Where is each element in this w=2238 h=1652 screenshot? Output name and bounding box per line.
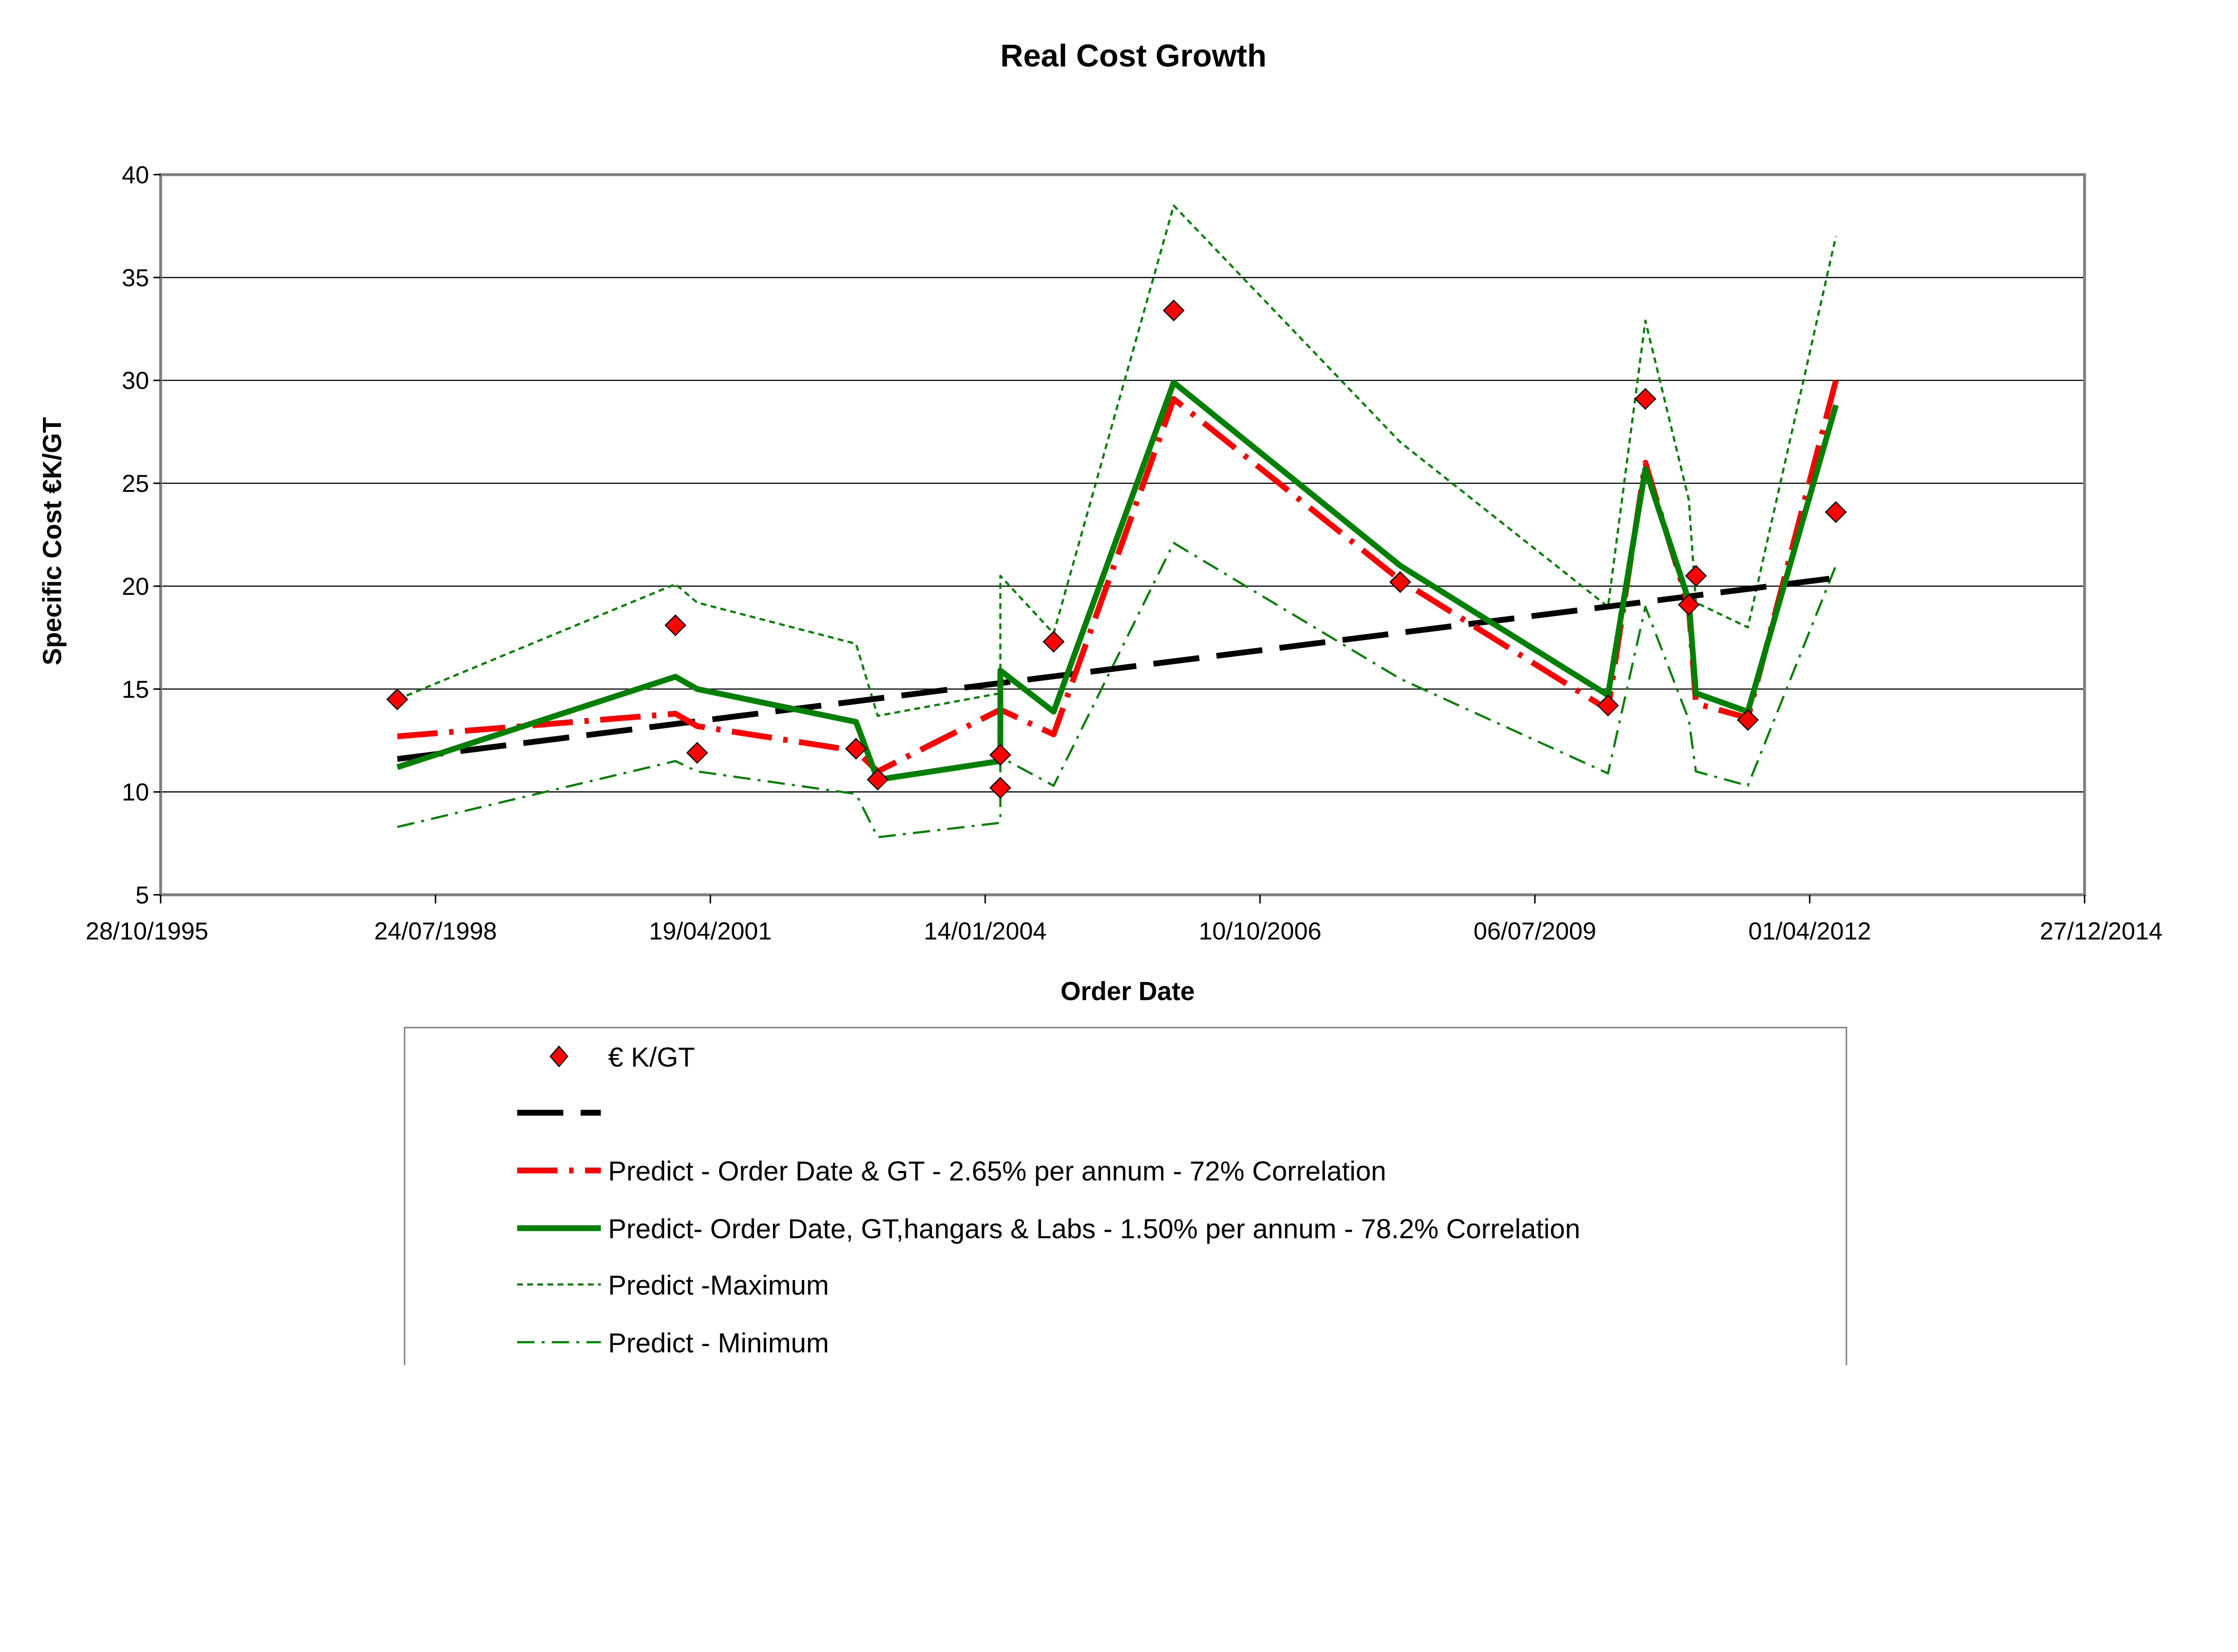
legend-marker-diamond xyxy=(549,1045,568,1067)
x-tick-label: 28/10/1995 xyxy=(85,917,208,945)
series-line-2 xyxy=(397,380,1839,774)
y-axis: 5 10 15 20 25 30 35 40 xyxy=(122,161,161,909)
x-tick-label: 10/10/2006 xyxy=(1199,917,1321,945)
y-tick-label: 20 xyxy=(122,572,149,600)
data-point-marker xyxy=(1389,571,1411,593)
legend-label-0: € K/GT xyxy=(608,1042,695,1072)
series-line-3 xyxy=(396,380,1839,783)
gridlines xyxy=(160,277,2085,793)
legend: € K/GT Predict - Order Date & GT - 2.65%… xyxy=(404,1027,1847,1366)
y-tick-label: 25 xyxy=(122,470,149,497)
data-point-marker xyxy=(1685,565,1707,587)
y-axis-label: Specific Cost €K/GT xyxy=(38,417,67,666)
x-tick-label: 06/07/2009 xyxy=(1473,917,1596,945)
y-tick-label: 10 xyxy=(122,778,149,806)
data-point-marker xyxy=(1825,501,1847,523)
plot-area xyxy=(159,173,2086,896)
y-tick-label: 15 xyxy=(122,675,149,703)
x-tick-label: 24/07/1998 xyxy=(374,917,497,945)
legend-label-4: Predict -Maximum xyxy=(608,1270,829,1300)
x-tick-label: 01/04/2012 xyxy=(1748,917,1871,945)
legend-box xyxy=(404,1027,1847,1366)
y-tick-label: 35 xyxy=(122,264,149,291)
data-point-marker xyxy=(867,768,889,791)
data-point-marker xyxy=(664,614,687,636)
y-tick-label: 40 xyxy=(122,161,149,189)
data-point-marker xyxy=(845,738,867,760)
chart-title: Real Cost Growth xyxy=(1000,38,1267,73)
chart: Real Cost Growth 5 10 15 20 25 30 35 40 28/10/1… xyxy=(38,38,2162,1366)
legend-label-3: Predict- Order Date, GT,hangars & Labs -… xyxy=(608,1214,1580,1244)
series-lines xyxy=(396,204,1839,838)
x-tick-label: 27/12/2014 xyxy=(2040,917,2162,945)
y-tick-label: 30 xyxy=(122,367,149,394)
legend-label-5: Predict - Minimum xyxy=(608,1328,829,1358)
data-point-marker xyxy=(989,777,1012,799)
data-point-marker xyxy=(1634,388,1657,410)
data-point-marker xyxy=(1737,709,1759,731)
series-line-4 xyxy=(397,204,1837,717)
series-markers xyxy=(386,299,1847,799)
x-axis: 28/10/1995 24/07/1998 19/04/2001 14/01/2004… xyxy=(85,895,2162,945)
data-point-marker xyxy=(1678,593,1700,616)
data-point-marker xyxy=(386,688,408,710)
data-point-marker xyxy=(989,744,1012,766)
y-tick-label: 5 xyxy=(136,881,149,909)
legend-label-2: Predict - Order Date & GT - 2.65% per an… xyxy=(608,1156,1386,1187)
data-point-marker xyxy=(686,742,708,764)
data-point-marker xyxy=(1042,631,1065,653)
data-point-marker xyxy=(1162,299,1185,321)
series-line-5 xyxy=(397,542,1837,838)
x-axis-label: Order Date xyxy=(1060,977,1195,1006)
x-tick-label: 19/04/2001 xyxy=(649,917,772,945)
x-tick-label: 14/01/2004 xyxy=(924,917,1046,945)
data-point-marker xyxy=(1597,694,1619,717)
series-line-1 xyxy=(397,575,1837,762)
